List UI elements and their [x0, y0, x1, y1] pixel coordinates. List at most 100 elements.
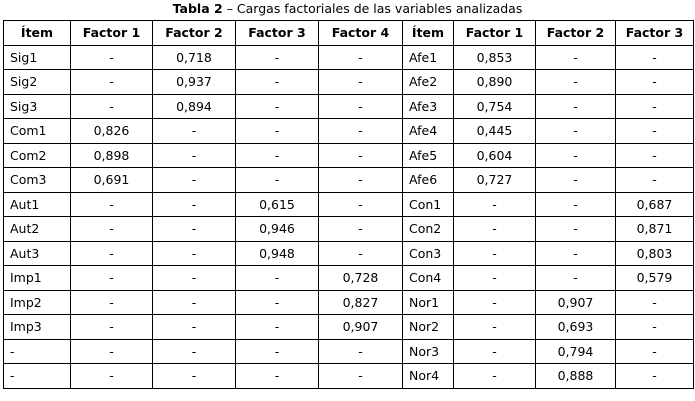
- table-cell: Afe5: [402, 142, 454, 168]
- table-cell: Aut2: [3, 216, 71, 242]
- table-cell: -: [535, 93, 616, 119]
- table-cell: -: [318, 167, 403, 193]
- table-row: - - - - - Nor4-0,888-: [3, 363, 694, 389]
- table-cell: -: [318, 69, 403, 95]
- table-cell: -: [235, 118, 319, 144]
- table-body: Sig1-0,718- - Afe1 0,853- - Sig2-0,937- - Afe2 0…: [3, 44, 694, 389]
- table-cell: -: [152, 142, 236, 168]
- table-cell: -: [152, 363, 236, 389]
- table-row: Aut2- -0,946- Con2- -0,871: [3, 216, 694, 242]
- table-cell: Aut1: [3, 191, 71, 217]
- table-cell: -: [615, 167, 694, 193]
- header-cell: Ítem: [3, 20, 71, 46]
- header-cell: Factor 2: [152, 20, 236, 46]
- table-cell: -: [3, 363, 71, 389]
- table-cell: -: [535, 216, 616, 242]
- table-cell: -: [615, 289, 694, 315]
- table-cell: 0,754: [453, 93, 536, 119]
- table-cell: 0,604: [453, 142, 536, 168]
- table-cell: 0,907: [318, 314, 403, 340]
- table-cell: Con1: [402, 191, 454, 217]
- table-cell: -: [535, 191, 616, 217]
- table-cell: -: [235, 142, 319, 168]
- table-cell: -: [615, 44, 694, 70]
- table-cell: Afe4: [402, 118, 454, 144]
- table-cell: -: [535, 240, 616, 266]
- table-cell: Sig2: [3, 69, 71, 95]
- table-cell: Imp3: [3, 314, 71, 340]
- table-cell: -: [70, 44, 153, 70]
- table-cell: Nor3: [402, 338, 454, 364]
- header-cell: Factor 2: [535, 20, 616, 46]
- table-cell: 0,888: [535, 363, 616, 389]
- table-cell: Com3: [3, 167, 71, 193]
- table-cell: Nor2: [402, 314, 454, 340]
- table-cell: 0,615: [235, 191, 319, 217]
- table-cell: -: [235, 69, 319, 95]
- table-cell: -: [235, 167, 319, 193]
- table-cell: -: [152, 338, 236, 364]
- table-cell: -: [318, 44, 403, 70]
- table-cell: -: [453, 265, 536, 291]
- table-cell: -: [318, 118, 403, 144]
- table-cell: Imp1: [3, 265, 71, 291]
- table-row: Sig3-0,894- - Afe3 0,754- -: [3, 93, 694, 119]
- table-row: Com3 0,691- - - Afe6 0,727- -: [3, 167, 694, 193]
- table-row: Com2 0,898- - - Afe5 0,604- -: [3, 142, 694, 168]
- table-cell: 0,728: [318, 265, 403, 291]
- table-cell: -: [70, 191, 153, 217]
- table-row: Imp2- - -0,827 Nor1-0,907-: [3, 289, 694, 315]
- table-cell: 0,693: [535, 314, 616, 340]
- caption: Tabla 2 – Cargas factoriales de las vari…: [0, 0, 695, 20]
- table-cell: -: [3, 338, 71, 364]
- table-cell: 0,691: [70, 167, 153, 193]
- table-cell: -: [453, 240, 536, 266]
- header-cell: Factor 3: [235, 20, 319, 46]
- factor-table: Ítem Factor 1 Factor 2 Factor 3 Factor 4 Ítem…: [3, 20, 694, 389]
- table-cell: -: [615, 363, 694, 389]
- header-cell: Factor 1: [70, 20, 153, 46]
- table-cell: Aut3: [3, 240, 71, 266]
- table-cell: 0,907: [535, 289, 616, 315]
- header-cell: Factor 4: [318, 20, 403, 46]
- table-row: Sig2-0,937- - Afe2 0,890- -: [3, 69, 694, 95]
- table-cell: Imp2: [3, 289, 71, 315]
- table-cell: 0,898: [70, 142, 153, 168]
- table-row: Aut1- -0,615- Con1- -0,687: [3, 191, 694, 217]
- table-cell: -: [453, 363, 536, 389]
- table-cell: -: [70, 338, 153, 364]
- table-cell: -: [453, 338, 536, 364]
- table-cell: -: [152, 289, 236, 315]
- table-cell: 0,853: [453, 44, 536, 70]
- table-cell: -: [152, 118, 236, 144]
- table-cell: -: [235, 338, 319, 364]
- table-row: Com1 0,826- - - Afe4 0,445- -: [3, 118, 694, 144]
- table-cell: -: [453, 289, 536, 315]
- table-cell: -: [453, 191, 536, 217]
- header-row: Ítem Factor 1 Factor 2 Factor 3 Factor 4 Ítem…: [3, 20, 694, 46]
- table-cell: -: [535, 69, 616, 95]
- header-cell: Factor 1: [453, 20, 536, 46]
- table-cell: 0,871: [615, 216, 694, 242]
- table-cell: Afe1: [402, 44, 454, 70]
- caption-label: Tabla 2: [172, 1, 223, 16]
- table-cell: 0,937: [152, 69, 236, 95]
- table-cell: -: [235, 44, 319, 70]
- table-cell: 0,826: [70, 118, 153, 144]
- table-cell: -: [318, 338, 403, 364]
- table-cell: -: [152, 265, 236, 291]
- table-row: Imp3- - -0,907 Nor2-0,693-: [3, 314, 694, 340]
- table-cell: -: [70, 240, 153, 266]
- caption-text: – Cargas factoriales de las variables an…: [226, 1, 523, 16]
- table-cell: Com2: [3, 142, 71, 168]
- table-cell: Nor1: [402, 289, 454, 315]
- table-cell: -: [152, 191, 236, 217]
- table-cell: -: [152, 216, 236, 242]
- table-cell: Afe6: [402, 167, 454, 193]
- table-cell: -: [453, 314, 536, 340]
- table-cell: -: [70, 289, 153, 315]
- table-cell: 0,445: [453, 118, 536, 144]
- table-cell: 0,803: [615, 240, 694, 266]
- table-cell: -: [535, 142, 616, 168]
- table-cell: -: [535, 167, 616, 193]
